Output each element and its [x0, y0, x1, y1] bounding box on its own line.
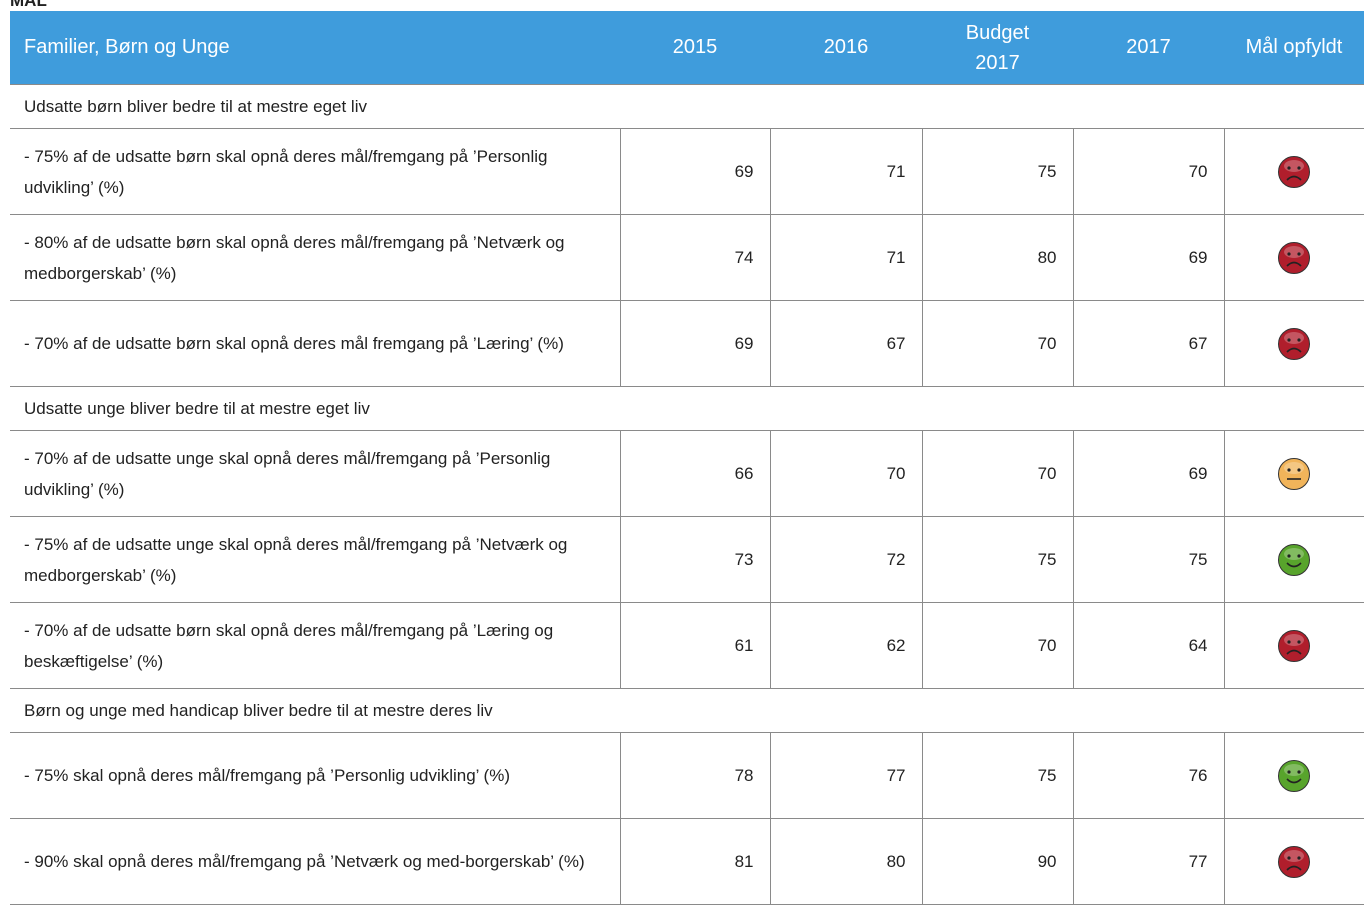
row-label: - 75% skal opnå deres mål/fremgang på ’P…	[10, 732, 621, 819]
data-row: - 70% af de udsatte børn skal opnå deres…	[10, 300, 1364, 387]
value-cell: 64	[1072, 602, 1225, 689]
value-cell: 75	[921, 128, 1074, 215]
status-cell	[1223, 516, 1364, 603]
value-cell: 66	[619, 430, 771, 517]
value-cell: 69	[619, 300, 771, 387]
page-title: MÅL	[10, 0, 47, 10]
value-cell: 71	[769, 214, 923, 301]
value-cell: 69	[1072, 430, 1225, 517]
value-cell: 71	[769, 128, 923, 215]
section-title: Udsatte unge bliver bedre til at mestre …	[10, 386, 1364, 431]
status-cell	[1223, 602, 1364, 689]
data-row: - 70% af de udsatte unge skal opnå deres…	[10, 430, 1364, 517]
value-cell: 70	[769, 430, 923, 517]
column-header: 2016	[770, 11, 922, 85]
column-header: Budget 2017	[922, 11, 1073, 85]
data-row: - 90% skal opnå deres mål/fremgang på ’N…	[10, 818, 1364, 905]
value-cell: 69	[1072, 214, 1225, 301]
status-cell	[1223, 128, 1364, 215]
row-label: - 75% af de udsatte unge skal opnå deres…	[10, 516, 621, 603]
value-cell: 74	[619, 214, 771, 301]
value-cell: 80	[921, 214, 1074, 301]
status-cell	[1223, 214, 1364, 301]
column-header: 2017	[1073, 11, 1224, 85]
value-cell: 77	[769, 732, 923, 819]
status-cell	[1223, 300, 1364, 387]
value-cell: 70	[1072, 128, 1225, 215]
column-header-text: Budget 2017	[965, 21, 1030, 74]
smiley-sad	[1278, 327, 1311, 360]
column-header: Mål opfyldt	[1224, 11, 1364, 85]
section-row: Udsatte børn bliver bedre til at mestre …	[10, 84, 1364, 129]
value-cell: 80	[769, 818, 923, 905]
value-cell: 75	[921, 516, 1074, 603]
smiley-sad	[1278, 241, 1311, 274]
value-cell: 77	[1072, 818, 1225, 905]
smiley-sad	[1278, 155, 1311, 188]
value-cell: 70	[921, 430, 1074, 517]
data-row: - 75% af de udsatte børn skal opnå deres…	[10, 128, 1364, 215]
value-cell: 67	[1072, 300, 1225, 387]
smiley-happy	[1278, 543, 1311, 576]
table-body: Udsatte børn bliver bedre til at mestre …	[10, 84, 1364, 905]
column-header: 2015	[620, 11, 770, 85]
value-cell: 75	[921, 732, 1074, 819]
status-cell	[1223, 818, 1364, 905]
value-cell: 62	[769, 602, 923, 689]
data-row: - 75% af de udsatte unge skal opnå deres…	[10, 516, 1364, 603]
value-cell: 76	[1072, 732, 1225, 819]
value-cell: 72	[769, 516, 923, 603]
smiley-sad	[1278, 629, 1311, 662]
data-row: - 70% af de udsatte børn skal opnå deres…	[10, 602, 1364, 689]
row-label: - 70% af de udsatte børn skal opnå deres…	[10, 300, 621, 387]
section-title: Udsatte børn bliver bedre til at mestre …	[10, 84, 1364, 129]
row-label: - 80% af de udsatte børn skal opnå deres…	[10, 214, 621, 301]
smiley-sad	[1278, 845, 1311, 878]
column-header: Familier, Børn og Unge	[10, 11, 620, 85]
status-cell	[1223, 732, 1364, 819]
value-cell: 81	[619, 818, 771, 905]
row-label: - 75% af de udsatte børn skal opnå deres…	[10, 128, 621, 215]
section-row: Udsatte unge bliver bedre til at mestre …	[10, 386, 1364, 431]
value-cell: 61	[619, 602, 771, 689]
status-cell	[1223, 430, 1364, 517]
value-cell: 90	[921, 818, 1074, 905]
goals-table: Familier, Børn og Unge 2015 2016 Budget 201…	[10, 11, 1364, 905]
row-label: - 90% skal opnå deres mål/fremgang på ’N…	[10, 818, 621, 905]
value-cell: 78	[619, 732, 771, 819]
smiley-happy	[1278, 759, 1311, 792]
data-row: - 75% skal opnå deres mål/fremgang på ’P…	[10, 732, 1364, 819]
row-label: - 70% af de udsatte unge skal opnå deres…	[10, 430, 621, 517]
value-cell: 70	[921, 300, 1074, 387]
header-row: Familier, Børn og Unge 2015 2016 Budget 201…	[10, 11, 1364, 85]
data-row: - 80% af de udsatte børn skal opnå deres…	[10, 214, 1364, 301]
value-cell: 75	[1072, 516, 1225, 603]
value-cell: 67	[769, 300, 923, 387]
value-cell: 73	[619, 516, 771, 603]
smiley-neutral	[1278, 457, 1311, 490]
value-cell: 70	[921, 602, 1074, 689]
row-label: - 70% af de udsatte børn skal opnå deres…	[10, 602, 621, 689]
section-title: Børn og unge med handicap bliver bedre t…	[10, 688, 1364, 733]
value-cell: 69	[619, 128, 771, 215]
section-row: Børn og unge med handicap bliver bedre t…	[10, 688, 1364, 733]
